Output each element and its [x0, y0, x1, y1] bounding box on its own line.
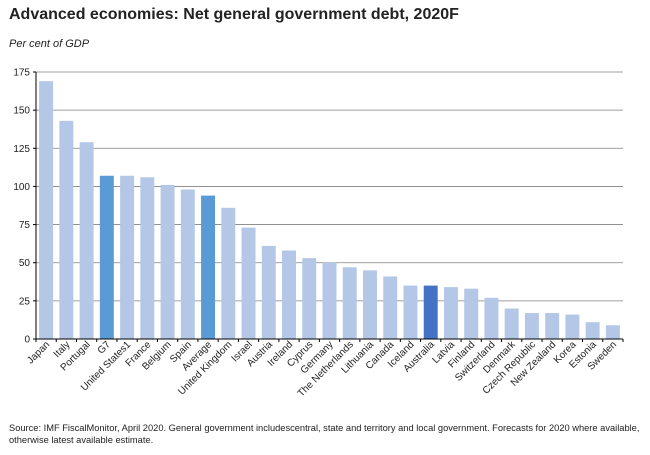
bar-portugal [79, 142, 94, 339]
y-tick-label: 125 [13, 144, 30, 155]
y-tick-label: 75 [19, 220, 31, 231]
bar-ireland [282, 250, 297, 339]
bar-belgium [160, 184, 175, 339]
bar-latvia [443, 287, 458, 339]
bar-korea [565, 314, 580, 339]
y-tick-label: 175 [13, 68, 30, 79]
bar-switzerland [484, 297, 499, 339]
bar-g7 [99, 175, 114, 339]
source-footnote: Source: IMF FiscalMonitor, April 2020. G… [9, 423, 640, 445]
bar-italy [59, 120, 74, 339]
bar-australia [423, 285, 438, 339]
bar-lithuania [362, 270, 377, 339]
bar-sweden [605, 325, 620, 339]
bar-france [140, 177, 155, 339]
bar-estonia [585, 322, 600, 339]
bar-spain [180, 189, 195, 339]
bar-germany [322, 262, 337, 339]
y-tick-label: 150 [13, 106, 30, 117]
y-tick-label: 100 [13, 182, 30, 193]
axes [33, 71, 624, 342]
bar-czech-republic [524, 313, 539, 339]
bar-united-states1 [120, 175, 135, 339]
y-tick-label: 25 [19, 296, 31, 307]
bar-canada [383, 276, 398, 339]
y-axis-ticks: 0 25 50 75 100 125 150 175 [13, 68, 30, 346]
bar-finland [464, 288, 479, 339]
y-tick-label: 0 [24, 335, 30, 346]
bar-iceland [403, 285, 418, 339]
bar-austria [261, 245, 276, 339]
bar-cyprus [302, 258, 317, 339]
y-tick-label: 50 [19, 258, 31, 269]
y-axis-unit-label: Per cent of GDP [9, 38, 90, 50]
bars [39, 81, 620, 339]
bar-united-kingdom [221, 207, 236, 339]
chart-title: Advanced economies: Net general governme… [9, 6, 459, 23]
bar-israel [241, 227, 256, 339]
bar-japan [39, 81, 54, 339]
bar-new-zealand [545, 313, 560, 339]
bar-the-netherlands [342, 267, 357, 339]
bar-average [201, 195, 216, 339]
bar-denmark [504, 308, 519, 339]
